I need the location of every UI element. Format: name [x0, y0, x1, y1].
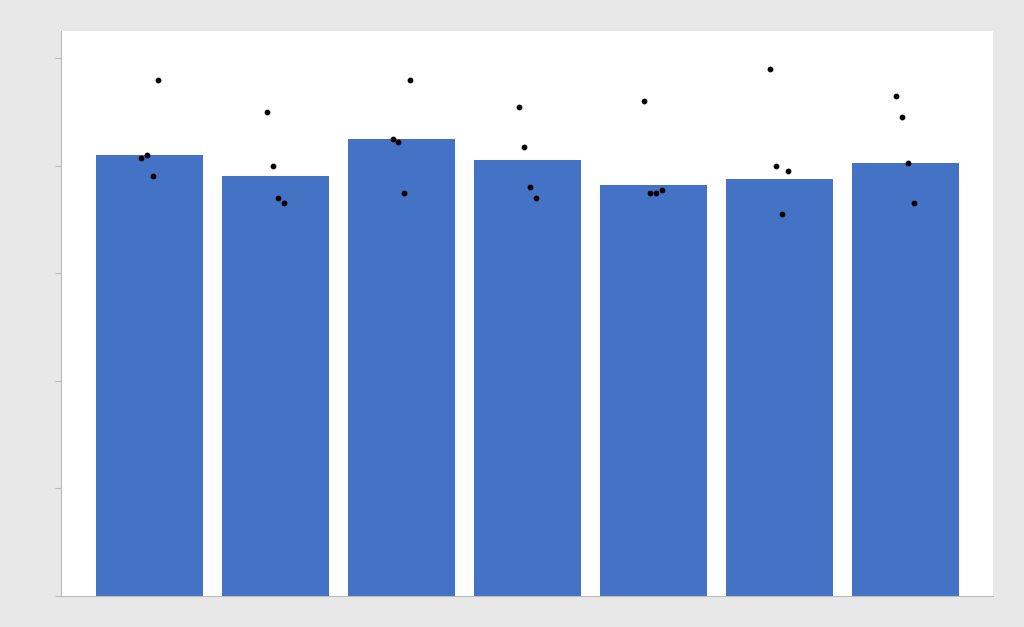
Point	[528, 193, 545, 203]
Point	[270, 193, 287, 203]
Point	[894, 112, 910, 122]
Point	[138, 150, 155, 160]
Point	[888, 91, 904, 101]
Point	[402, 75, 419, 85]
Point	[276, 198, 293, 208]
Bar	[726, 179, 833, 596]
Point	[384, 134, 400, 144]
Bar	[600, 184, 707, 596]
Bar	[852, 163, 958, 596]
Bar	[96, 155, 203, 596]
Point	[144, 171, 161, 181]
Point	[906, 198, 923, 208]
Point	[636, 96, 652, 106]
Point	[151, 75, 167, 85]
Bar	[222, 176, 329, 596]
Point	[516, 142, 532, 152]
Point	[774, 209, 791, 219]
Point	[642, 187, 658, 198]
Point	[780, 166, 797, 176]
Bar	[474, 161, 581, 596]
Point	[654, 185, 671, 195]
Point	[648, 187, 665, 198]
Point	[768, 161, 784, 171]
Point	[396, 187, 413, 198]
Point	[258, 107, 274, 117]
Point	[900, 158, 916, 168]
Point	[132, 152, 148, 162]
Point	[264, 161, 281, 171]
Bar	[348, 139, 455, 596]
Point	[390, 137, 407, 147]
Point	[522, 182, 539, 192]
Point	[510, 102, 526, 112]
Point	[762, 64, 778, 74]
